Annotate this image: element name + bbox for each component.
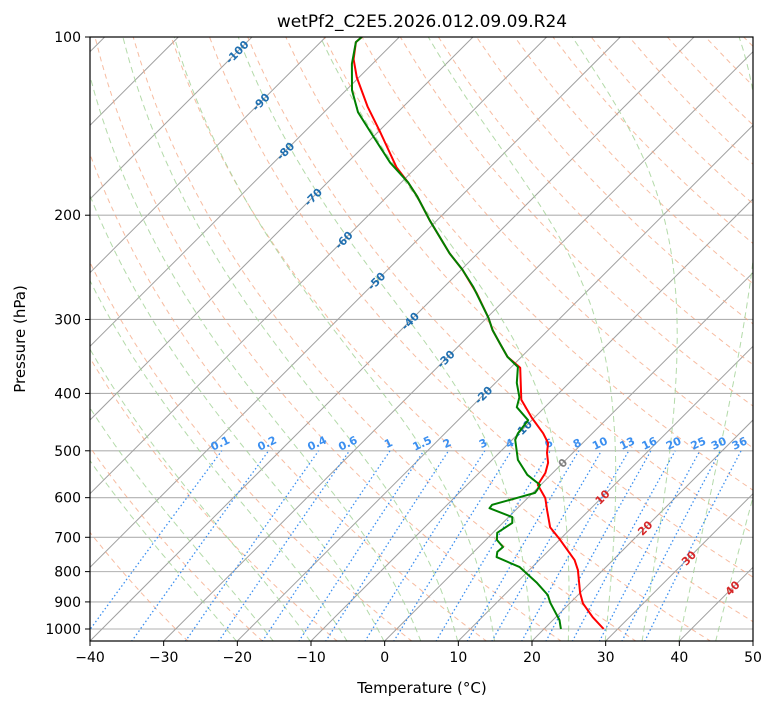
plot-frame (90, 37, 753, 641)
x-tick-label: −10 (296, 650, 326, 666)
y-tick-label: 300 (54, 312, 81, 328)
mixing-ratio-label: 2 (441, 436, 453, 451)
mixing-ratio-line (599, 451, 700, 642)
x-tick-label: 50 (744, 650, 762, 666)
x-tick-label: 30 (597, 650, 615, 666)
x-tick-label: 10 (449, 650, 467, 666)
x-tick-label: −20 (223, 650, 253, 666)
moist-adiabat-line (0, 37, 310, 642)
mixing-ratio-line (645, 451, 742, 642)
mixing-ratio-label: 16 (640, 434, 660, 452)
y-tick-label: 700 (54, 530, 81, 546)
moist-adiabat-line (174, 37, 494, 642)
y-tick-label: 200 (54, 208, 81, 224)
x-tick-label: 40 (670, 650, 688, 666)
moist-adiabat-line (81, 37, 421, 642)
isotherm-line (679, 37, 775, 642)
dry-adiabat-line (553, 37, 775, 642)
mixing-ratio-line (299, 451, 424, 642)
mixing-ratio-line (81, 451, 221, 642)
x-tick-label: −40 (75, 650, 105, 666)
y-tick-label: 900 (54, 595, 81, 611)
x-tick-label: −30 (149, 650, 179, 666)
dry-adiabat-line (706, 37, 775, 642)
isotherm-line (384, 37, 775, 642)
dry-adiabat-line (515, 37, 775, 642)
y-tick-label: 400 (54, 386, 81, 402)
moist-adiabat-line (123, 37, 458, 642)
chart-title: wetPf2_C2E5.2026.012.09.09.R24 (277, 12, 567, 32)
isotherm-line (458, 37, 775, 642)
y-tick-label: 800 (54, 565, 81, 581)
dry-adiabat-line (744, 37, 775, 642)
mixing-ratio-label: 30 (709, 434, 729, 452)
axes: −40 −30 −20 −10 0 10 20 30 40 50 100 200 300 400 500 60… (45, 30, 762, 666)
dewpoint-profile-line (352, 37, 561, 629)
mixing-ratio-label: 10 (590, 434, 610, 452)
isotherm-line (0, 37, 547, 642)
mixing-ratio-line (365, 451, 485, 642)
dry-adiabat-line (171, 37, 711, 642)
y-tick-label: 500 (54, 444, 81, 460)
x-tick-label: 20 (523, 650, 541, 666)
mixing-ratio-label: 4 (504, 436, 517, 451)
mixing-ratio-label: 1 (382, 436, 394, 451)
y-tick-label: 100 (54, 30, 81, 46)
dry-adiabat-line (57, 37, 487, 642)
mixing-ratio-label: 36 (730, 434, 750, 452)
moist-adiabat-line (238, 37, 531, 642)
mixing-ratio-line (572, 451, 675, 642)
dry-adiabat-line (0, 37, 338, 642)
mixing-ratio-line (546, 451, 651, 642)
isotherm-line (0, 37, 326, 642)
isotherm-line (89, 37, 694, 642)
mixing-ratio-label: 20 (664, 434, 684, 452)
moist-adiabat-line (716, 37, 775, 642)
moist-adiabat-line (15, 37, 348, 642)
moist-adiabat-line (572, 37, 677, 642)
mixing-ratio-line (326, 451, 449, 642)
dry-adiabat-line (19, 37, 413, 642)
x-tick-label: 0 (380, 650, 389, 666)
isotherm-line (16, 37, 621, 642)
background-lines (0, 37, 775, 642)
mixing-ratio-line (467, 451, 579, 642)
mixing-ratio-label: 13 (618, 434, 637, 452)
dry-adiabat-line (286, 37, 775, 642)
isotherm-line (0, 37, 399, 642)
y-axis-label: Pressure (hPa) (11, 285, 29, 393)
dry-adiabat-line (667, 37, 775, 642)
moist-adiabat-line (0, 37, 274, 642)
x-axis-label: Temperature (°C) (356, 679, 486, 697)
temperature-profile-line (354, 37, 604, 629)
isotherm-line (0, 37, 473, 642)
isotherm-line (0, 37, 252, 642)
moist-adiabat-line (0, 37, 237, 642)
isotherm-label: -80 (274, 139, 297, 162)
y-tick-label: 600 (54, 491, 81, 507)
mixing-ratio-line (522, 451, 629, 642)
mixing-ratio-line (262, 451, 390, 642)
moist-adiabat-line (45, 37, 384, 642)
mixing-ratio-label: 25 (689, 434, 708, 452)
isotherm-label: -100 (223, 38, 252, 67)
profile-series (352, 37, 604, 629)
y-tick-label: 1000 (45, 622, 81, 638)
dry-adiabat-line (591, 37, 775, 642)
isotherm-line (752, 37, 775, 642)
dry-adiabat-line (0, 37, 263, 642)
